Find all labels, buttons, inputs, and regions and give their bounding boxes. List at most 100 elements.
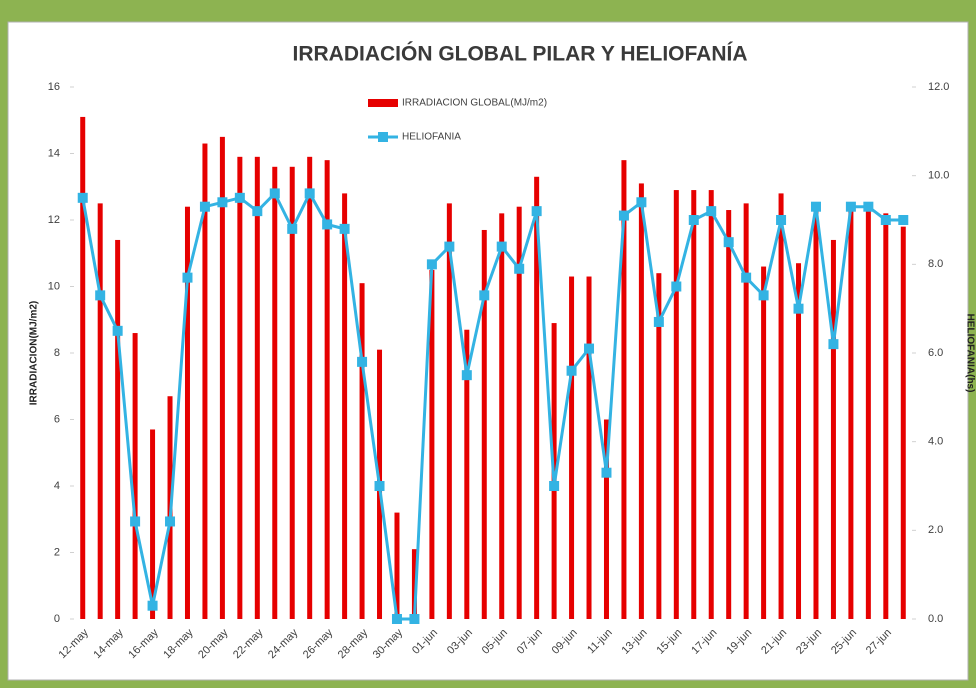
line-marker — [95, 290, 106, 301]
line-marker — [269, 188, 280, 199]
line-marker — [444, 241, 455, 252]
line-marker — [688, 215, 699, 225]
bar — [761, 266, 767, 619]
line-marker — [549, 481, 560, 491]
bar — [272, 166, 278, 620]
bar — [80, 116, 86, 620]
bar — [586, 276, 592, 619]
line-marker — [391, 614, 402, 624]
y-tick-label: 10 — [48, 280, 60, 292]
line-marker — [199, 201, 210, 212]
line-marker — [479, 290, 490, 301]
y2-tick-label: 4.0 — [928, 436, 943, 448]
line-marker — [304, 188, 315, 199]
bar — [778, 193, 784, 619]
bar — [656, 273, 662, 619]
y-tick-label: 14 — [48, 147, 60, 159]
bar — [394, 512, 400, 619]
line-marker — [165, 516, 176, 527]
bar — [202, 143, 208, 619]
legend-swatch — [378, 132, 388, 142]
legend-swatch — [368, 99, 398, 107]
line-marker — [671, 281, 682, 292]
bar — [673, 190, 679, 619]
line-marker — [426, 259, 437, 270]
line-marker — [374, 481, 385, 491]
line-marker — [496, 241, 507, 252]
y-tick-label: 4 — [54, 480, 60, 492]
y-tick-label: 12 — [48, 214, 60, 226]
line-marker — [339, 223, 350, 234]
bar — [796, 263, 802, 619]
line-marker — [776, 215, 787, 225]
y-tick-label: 6 — [54, 413, 60, 425]
y2-tick-label: 2.0 — [928, 524, 943, 536]
line-marker — [636, 197, 647, 208]
bar — [830, 239, 836, 619]
line-marker — [357, 356, 368, 367]
bar — [307, 156, 313, 619]
bar — [883, 213, 889, 619]
bar — [359, 283, 365, 619]
line-marker — [217, 197, 228, 208]
line-marker — [793, 303, 804, 314]
bar — [743, 203, 749, 619]
bar — [237, 156, 243, 619]
line-marker — [287, 223, 298, 234]
line-marker — [182, 272, 193, 283]
line-marker — [514, 263, 525, 274]
line-marker — [322, 219, 333, 230]
y2-tick-label: 12.0 — [928, 81, 949, 93]
line-marker — [845, 201, 856, 212]
line-marker — [409, 614, 420, 624]
bar — [726, 210, 732, 619]
line-marker — [112, 325, 123, 336]
line-marker — [601, 467, 612, 478]
bar — [132, 333, 138, 619]
line-marker — [898, 215, 909, 225]
bar — [184, 206, 190, 619]
line-marker — [880, 215, 891, 225]
bar — [464, 329, 470, 619]
bar — [516, 206, 522, 619]
bar — [569, 276, 575, 619]
bar — [324, 160, 330, 619]
bar — [603, 419, 609, 619]
legend-label: HELIOFANIA — [402, 132, 461, 143]
bar — [813, 206, 819, 619]
y2-tick-label: 0.0 — [928, 613, 943, 625]
y2-axis-label: HELIOFANIA(hs) — [964, 314, 975, 393]
line-marker — [653, 316, 664, 327]
bar — [254, 156, 260, 619]
bar — [446, 203, 452, 619]
y2-tick-label: 6.0 — [928, 347, 943, 359]
y2-tick-label: 10.0 — [928, 170, 949, 182]
bar — [638, 183, 644, 620]
bar — [97, 203, 103, 619]
line-marker — [566, 365, 577, 376]
bar — [499, 213, 505, 619]
line-marker — [863, 201, 874, 212]
line-marker — [810, 201, 821, 212]
bar — [115, 239, 121, 619]
line-marker — [618, 210, 629, 221]
bar — [621, 160, 627, 619]
line-marker — [758, 290, 769, 301]
y-axis-label: IRRADIACION(MJ/m2) — [29, 301, 40, 405]
line-marker — [584, 343, 595, 354]
line-marker — [531, 206, 542, 217]
y-tick-label: 0 — [54, 613, 60, 625]
line-marker — [828, 339, 839, 350]
line-marker — [234, 192, 245, 203]
bar — [534, 176, 540, 619]
bar — [219, 136, 225, 619]
bar — [900, 226, 906, 619]
line-marker — [706, 206, 717, 217]
line-marker — [461, 370, 472, 381]
chart-title: IRRADIACIÓN GLOBAL PILAR Y HELIOFANÍA — [292, 42, 747, 66]
y2-tick-label: 8.0 — [928, 258, 943, 270]
legend-label: IRRADIACION GLOBAL(MJ/m2) — [402, 98, 547, 109]
bar — [289, 166, 295, 620]
line-marker — [723, 237, 734, 248]
